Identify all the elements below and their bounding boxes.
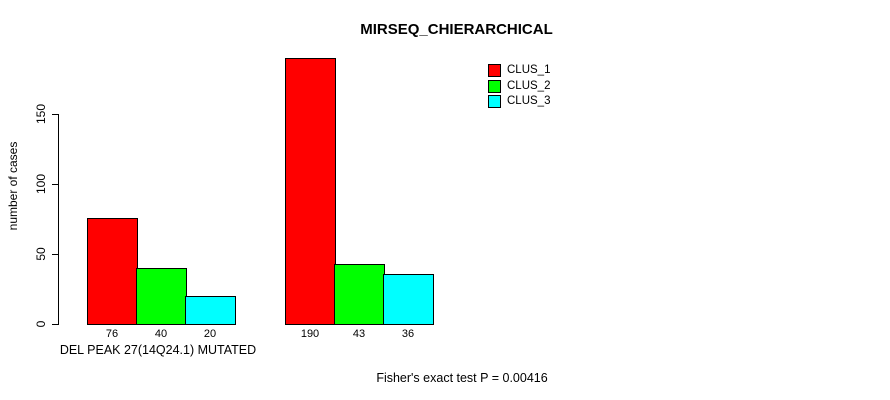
y-tick xyxy=(52,184,58,185)
bar-clus_2-group2 xyxy=(334,264,385,325)
x-axis-group-label: DEL PEAK 27(14Q24.1) MUTATED xyxy=(59,343,257,357)
legend-item-clus_1: CLUS_1 xyxy=(488,64,550,77)
bar-clus_1-group1 xyxy=(87,218,138,325)
y-tick xyxy=(52,114,58,115)
bar-clus_2-group1 xyxy=(136,268,187,325)
y-axis-line xyxy=(58,114,59,325)
bar-clus_3-group1 xyxy=(185,296,236,325)
legend-label: CLUS_1 xyxy=(507,64,551,76)
legend-swatch-clus_2 xyxy=(488,79,501,93)
bar-value-label: 40 xyxy=(154,328,168,340)
y-tick xyxy=(52,324,58,325)
chart-title: MIRSEQ_CHIERARCHICAL xyxy=(360,21,553,38)
legend-item-clus_3: CLUS_3 xyxy=(488,95,550,108)
bar-clus_1-group2 xyxy=(285,58,336,325)
legend-swatch-clus_1 xyxy=(488,64,501,77)
legend-swatch-clus_3 xyxy=(488,95,501,108)
y-tick-label: 0 xyxy=(34,320,48,328)
legend-item-clus_2: CLUS_2 xyxy=(488,79,551,93)
y-tick-label: 100 xyxy=(34,173,48,195)
bar-value-label: 43 xyxy=(352,328,366,340)
legend-label: CLUS_3 xyxy=(507,95,551,107)
y-tick-label: 50 xyxy=(34,247,48,261)
fisher-test-annotation: Fisher's exact test P = 0.00416 xyxy=(376,371,548,385)
y-tick-label: 150 xyxy=(34,103,48,125)
bar-value-label: 190 xyxy=(300,328,320,340)
bar-value-label: 36 xyxy=(401,328,415,340)
legend: CLUS_1 CLUS_2 CLUS_3 xyxy=(488,64,550,108)
bar-clus_3-group2 xyxy=(383,274,434,325)
bar-value-label: 76 xyxy=(105,328,119,340)
bar-value-label: 20 xyxy=(203,328,217,340)
legend-label: CLUS_2 xyxy=(507,79,551,92)
y-tick xyxy=(52,254,58,255)
